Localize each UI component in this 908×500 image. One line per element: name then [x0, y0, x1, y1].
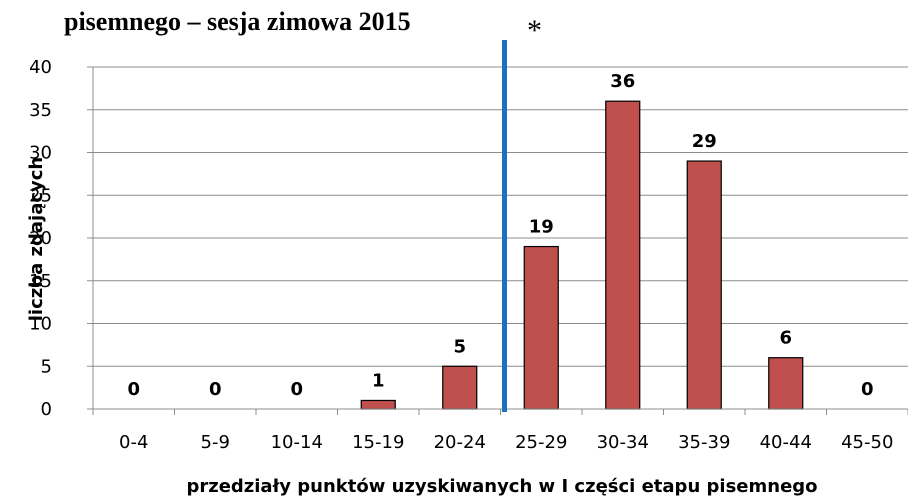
y-tick-label: 20 — [29, 228, 52, 249]
data-label-35-39: 29 — [692, 131, 717, 152]
x-tick-label: 35-39 — [678, 432, 730, 453]
threshold: * — [502, 14, 542, 412]
x-tick-label: 25-29 — [515, 432, 567, 453]
y-tick-label: 40 — [29, 57, 52, 78]
x-tick-label: 40-44 — [760, 432, 812, 453]
bar-15-19 — [360, 399, 396, 410]
bar-40-44 — [768, 357, 804, 410]
axes — [87, 66, 908, 415]
data-label-25-29: 19 — [529, 217, 554, 238]
y-tick-label: 5 — [41, 356, 52, 377]
y-axis-title: liczba zdających — [26, 157, 47, 322]
y-tick-label: 30 — [29, 143, 52, 164]
x-tick-label: 45-50 — [841, 432, 893, 453]
bar-20-24 — [442, 365, 478, 410]
bars — [360, 100, 804, 410]
data-label-30-34: 36 — [610, 71, 635, 92]
data-label-15-19: 1 — [372, 370, 385, 391]
x-tick-label: 10-14 — [271, 432, 323, 453]
threshold-marker: * — [527, 14, 542, 47]
y-tick-label: 35 — [29, 100, 52, 121]
data-label-20-24: 5 — [453, 336, 466, 357]
gridlines — [93, 66, 908, 367]
bar-35-39 — [686, 160, 722, 410]
x-tick-label: 20-24 — [434, 432, 486, 453]
y-tick-label: 10 — [29, 314, 52, 335]
bar-25-29 — [523, 245, 559, 410]
chart-title: pisemnego – sesja zimowa 2015 — [64, 7, 411, 36]
data-label-5-9: 0 — [209, 379, 222, 400]
bar-30-34 — [605, 100, 641, 410]
x-tick-label: 15-19 — [352, 432, 404, 453]
x-tick-label: 0-4 — [119, 432, 148, 453]
data-label-40-44: 6 — [779, 328, 792, 349]
y-tick-label: 0 — [41, 399, 52, 420]
x-tick-label: 5-9 — [201, 432, 230, 453]
data-labels: 0 0 0 1 5 19 36 29 6 0 — [127, 71, 873, 400]
data-label-45-50: 0 — [861, 379, 874, 400]
x-tick-labels: 0-4 5-9 10-14 15-19 20-24 25-29 30-34 35-39 40-4… — [119, 432, 893, 453]
x-axis-title: przedziały punktów uzyskiwanych w I częś… — [186, 476, 817, 497]
x-tick-label: 30-34 — [597, 432, 649, 453]
data-label-0-4: 0 — [127, 379, 140, 400]
data-label-10-14: 0 — [290, 379, 303, 400]
y-tick-label: 25 — [29, 185, 52, 206]
y-tick-label: 15 — [29, 271, 52, 292]
y-tick-labels: 0 5 10 15 20 25 30 35 40 — [29, 57, 52, 420]
